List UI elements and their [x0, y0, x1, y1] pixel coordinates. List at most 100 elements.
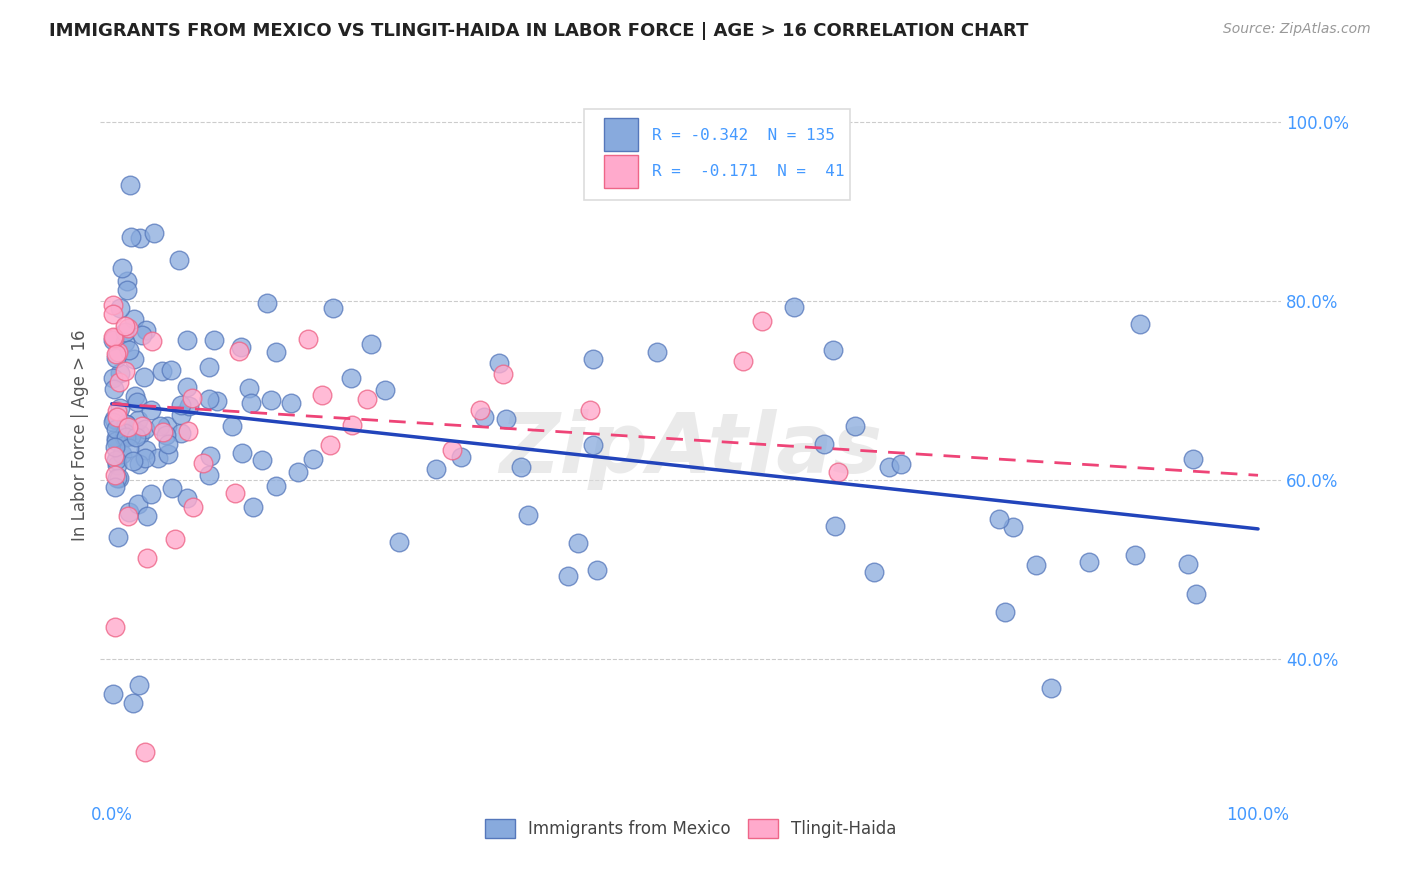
- Point: [101, 333, 124, 347]
- Point: [441, 443, 464, 458]
- Point: [177, 424, 200, 438]
- Point: [134, 746, 156, 760]
- Point: [231, 446, 253, 460]
- Point: [155, 419, 177, 434]
- Point: [124, 388, 146, 402]
- Point: [517, 508, 540, 523]
- Point: [108, 401, 131, 415]
- Point: [104, 422, 127, 436]
- Text: ZipAtlas: ZipAtlas: [499, 409, 882, 491]
- Point: [557, 569, 579, 583]
- Point: [340, 418, 363, 433]
- Point: [128, 457, 150, 471]
- Point: [492, 368, 515, 382]
- FancyBboxPatch shape: [605, 119, 637, 152]
- Point: [101, 298, 124, 312]
- FancyBboxPatch shape: [585, 109, 851, 201]
- Point: [179, 399, 201, 413]
- Text: R =  -0.171  N =  41: R = -0.171 N = 41: [652, 164, 844, 179]
- Point: [157, 437, 180, 451]
- Point: [207, 394, 229, 409]
- Point: [579, 403, 602, 417]
- Point: [101, 307, 124, 321]
- Point: [148, 450, 170, 465]
- Point: [470, 403, 492, 417]
- Point: [256, 296, 278, 310]
- Point: [890, 457, 912, 471]
- Point: [105, 431, 128, 445]
- Point: [302, 452, 325, 467]
- Point: [127, 498, 149, 512]
- Point: [118, 441, 141, 455]
- Point: [104, 620, 127, 634]
- Point: [117, 283, 139, 297]
- Point: [170, 408, 193, 422]
- Point: [135, 323, 157, 337]
- Point: [264, 479, 287, 493]
- Point: [1129, 317, 1152, 331]
- Point: [103, 382, 125, 396]
- Point: [122, 311, 145, 326]
- Point: [287, 465, 309, 479]
- Point: [128, 678, 150, 692]
- Point: [105, 453, 128, 467]
- Point: [105, 471, 128, 485]
- Point: [155, 428, 177, 442]
- Point: [242, 500, 264, 514]
- Point: [117, 420, 139, 434]
- Point: [863, 566, 886, 580]
- Point: [388, 535, 411, 549]
- Point: [425, 461, 447, 475]
- Point: [121, 454, 143, 468]
- Point: [176, 333, 198, 347]
- Point: [181, 500, 204, 514]
- Point: [136, 509, 159, 524]
- Point: [143, 226, 166, 240]
- Point: [149, 418, 172, 433]
- Point: [162, 481, 184, 495]
- Point: [101, 415, 124, 429]
- Point: [120, 230, 142, 244]
- Point: [297, 332, 319, 346]
- Point: [231, 340, 253, 354]
- Point: [114, 319, 136, 334]
- Point: [733, 354, 755, 368]
- Point: [165, 533, 187, 547]
- Point: [122, 351, 145, 366]
- Point: [129, 426, 152, 441]
- Point: [1040, 681, 1063, 696]
- Point: [191, 456, 214, 470]
- Point: [103, 330, 125, 344]
- Point: [104, 468, 127, 483]
- Point: [495, 412, 517, 426]
- Point: [134, 421, 156, 435]
- Point: [250, 453, 273, 467]
- Point: [141, 334, 163, 348]
- Point: [1182, 452, 1205, 467]
- Point: [139, 487, 162, 501]
- Point: [311, 388, 333, 402]
- Point: [131, 328, 153, 343]
- Point: [101, 371, 124, 385]
- Point: [112, 430, 135, 444]
- Point: [197, 468, 219, 483]
- Point: [170, 398, 193, 412]
- Point: [103, 329, 125, 343]
- Point: [813, 437, 835, 451]
- Point: [115, 274, 138, 288]
- Point: [472, 409, 495, 424]
- Point: [160, 363, 183, 377]
- Point: [105, 410, 128, 425]
- Point: [228, 343, 250, 358]
- Point: [127, 395, 149, 409]
- Point: [374, 383, 396, 397]
- Point: [994, 605, 1017, 619]
- Point: [111, 447, 134, 461]
- Point: [127, 413, 149, 427]
- Point: [104, 480, 127, 494]
- Point: [103, 440, 125, 454]
- Point: [509, 460, 531, 475]
- Point: [114, 364, 136, 378]
- Point: [823, 343, 845, 358]
- Point: [586, 563, 609, 577]
